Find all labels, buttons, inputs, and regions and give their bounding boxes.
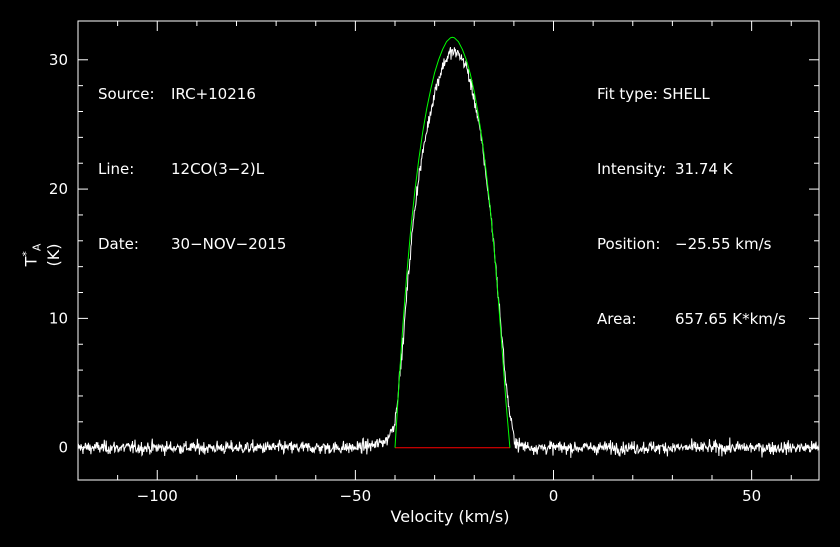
source-value: IRC+10216 (171, 85, 256, 103)
y-axis-label-sup: * (20, 251, 33, 257)
intensity-row: Intensity: 31.74 K (597, 157, 786, 182)
x-axis-label: Velocity (km/s) (390, 507, 510, 526)
observed-spectrum-line (77, 46, 820, 458)
fit-type-row: Fit type: SHELL (597, 82, 786, 107)
y-axis-label-unit: (K) (43, 243, 63, 267)
source-row: Source: IRC+10216 (98, 82, 286, 107)
y-axis-label: T*A (K) (20, 230, 63, 280)
line-label: Line: (98, 160, 135, 178)
date-value: 30−NOV−2015 (171, 235, 287, 253)
x-tick-label: −50 (340, 487, 372, 505)
area-row: Area: 657.65 K*km/s (597, 307, 786, 332)
y-axis-label-sub: A (30, 243, 44, 252)
date-label: Date: (98, 235, 139, 253)
intensity-value: 31.74 K (675, 160, 733, 178)
area-value: 657.65 K*km/s (675, 310, 786, 328)
x-tick-label: 50 (742, 487, 761, 505)
position-label: Position: (597, 235, 661, 253)
fit-type-value: SHELL (662, 85, 710, 103)
header-left: Source: IRC+10216 Line: 12CO(3−2)L Date: 30… (98, 32, 286, 282)
position-row: Position: −25.55 km/s (597, 232, 786, 257)
x-tick-label: 0 (549, 487, 559, 505)
tick-labels: −100 −50 0 50 0 10 20 30 (49, 51, 761, 505)
source-label: Source: (98, 85, 155, 103)
y-tick-label: 10 (49, 309, 68, 327)
line-row: Line: 12CO(3−2)L (98, 157, 286, 182)
fit-type-label: Fit type: (597, 85, 658, 103)
y-tick-label: 0 (58, 439, 68, 457)
header-right: Fit type: SHELL Intensity: 31.74 K Positi… (597, 32, 786, 357)
line-value: 12CO(3−2)L (171, 160, 265, 178)
date-row: Date: 30−NOV−2015 (98, 232, 286, 257)
y-tick-label: 20 (49, 180, 68, 198)
plot-frame (77, 20, 820, 481)
position-value: −25.55 km/s (675, 235, 772, 253)
axis-ticks (77, 21, 819, 480)
y-axis-label-main: T (21, 256, 41, 267)
x-tick-label: −100 (137, 487, 178, 505)
area-label: Area: (597, 310, 637, 328)
y-tick-label: 30 (49, 51, 68, 69)
shell-fit-line (394, 36, 511, 448)
intensity-label: Intensity: (597, 160, 667, 178)
